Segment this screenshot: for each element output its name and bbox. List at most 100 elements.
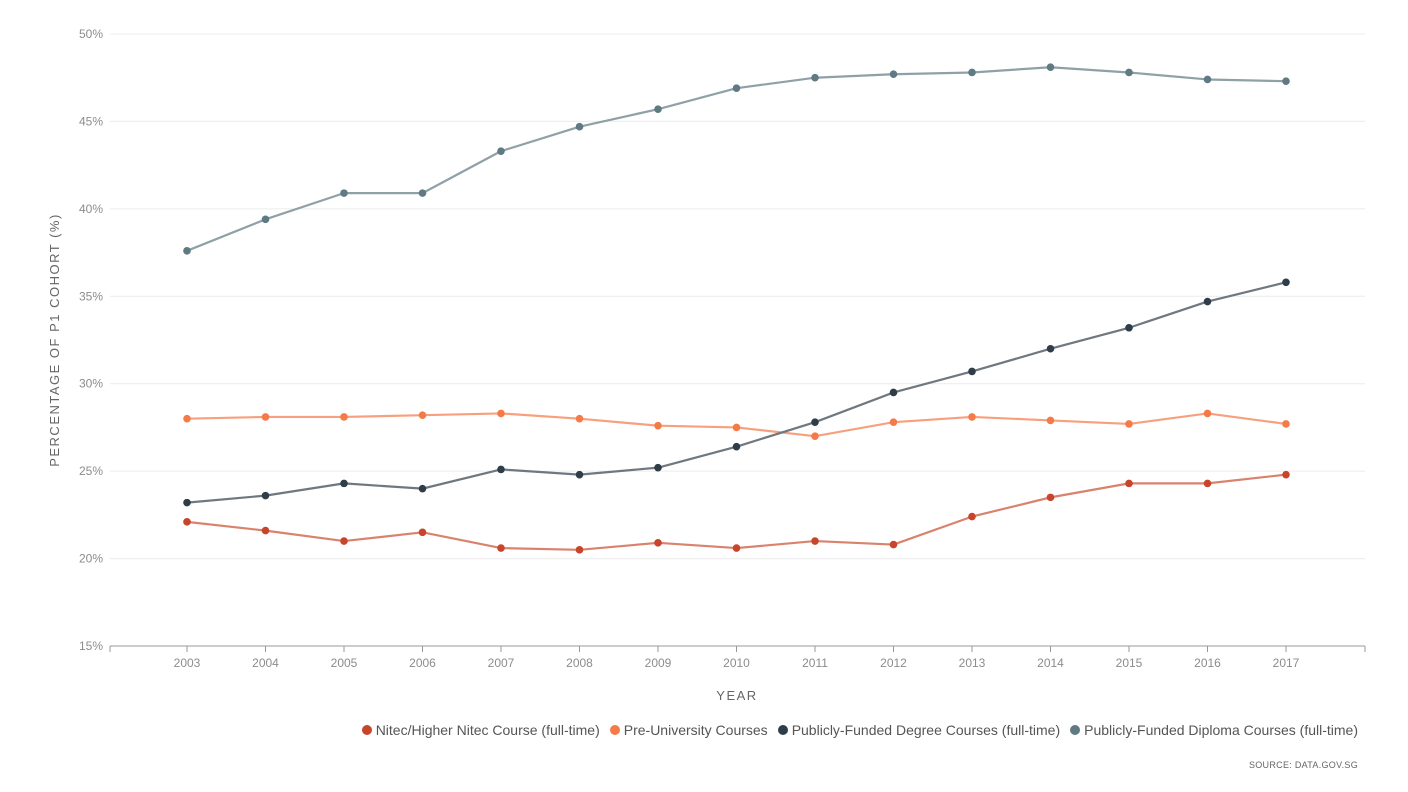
data-point[interactable] [1125, 420, 1133, 428]
data-point[interactable] [418, 528, 427, 537]
legend-item[interactable]: Nitec/Higher Nitec Course (full-time) [361, 722, 600, 738]
x-tick-label: 2009 [645, 656, 672, 670]
series-line [186, 66, 1287, 252]
legend: Nitec/Higher Nitec Course (full-time) Pre… [0, 722, 1358, 738]
data-point[interactable] [575, 470, 584, 479]
data-point[interactable] [732, 442, 741, 451]
data-point[interactable] [968, 68, 976, 77]
data-point[interactable] [183, 498, 191, 507]
legend-label: Publicly-Funded Diploma Courses (full-ti… [1084, 722, 1358, 738]
data-point[interactable] [811, 418, 819, 426]
data-point[interactable] [1046, 344, 1055, 353]
data-point[interactable] [418, 484, 427, 493]
data-point[interactable] [811, 432, 819, 440]
x-axis-title: YEAR [716, 688, 757, 703]
data-point[interactable] [575, 122, 584, 131]
data-point[interactable] [340, 413, 348, 421]
series-0 [183, 470, 1290, 554]
data-point[interactable] [654, 539, 662, 547]
x-tick-label: 2007 [488, 656, 515, 670]
legend-label: Pre-University Courses [623, 722, 768, 738]
data-point[interactable] [1046, 63, 1055, 72]
data-point[interactable] [889, 70, 898, 79]
data-point[interactable] [889, 418, 898, 426]
data-point[interactable] [1125, 479, 1133, 488]
data-point[interactable] [261, 526, 270, 535]
data-point[interactable] [1125, 323, 1133, 332]
x-tick-label: 2008 [566, 656, 593, 670]
data-point[interactable] [1203, 75, 1212, 84]
data-point[interactable] [340, 189, 348, 197]
data-point[interactable] [811, 537, 819, 545]
x-tick-label: 2017 [1273, 656, 1300, 670]
series [183, 63, 1290, 554]
data-point[interactable] [497, 544, 505, 552]
data-point[interactable] [1125, 68, 1133, 77]
x-tick-label: 2003 [174, 656, 201, 670]
data-point[interactable] [889, 388, 898, 397]
data-point[interactable] [183, 414, 191, 423]
data-point[interactable] [261, 491, 270, 500]
legend-item[interactable]: Publicly-Funded Diploma Courses (full-ti… [1070, 722, 1358, 738]
data-point[interactable] [1282, 278, 1290, 287]
data-point[interactable] [811, 73, 819, 82]
data-point[interactable] [183, 518, 191, 526]
x-tick-label: 2010 [723, 656, 750, 670]
data-point[interactable] [575, 414, 584, 423]
data-point[interactable] [968, 512, 976, 521]
data-point[interactable] [654, 421, 662, 430]
data-point[interactable] [1046, 416, 1055, 425]
y-tick-label: 40% [79, 202, 103, 216]
data-point[interactable] [1203, 479, 1212, 488]
data-point[interactable] [968, 367, 976, 376]
legend-item[interactable]: Publicly-Funded Degree Courses (full-tim… [777, 722, 1061, 738]
x-tick-label: 2005 [331, 656, 358, 670]
grid [110, 33, 1365, 560]
series-line [186, 473, 1287, 551]
legend-marker-icon [1070, 725, 1081, 735]
data-point[interactable] [261, 215, 270, 224]
y-tick-label: 20% [79, 552, 103, 566]
data-point[interactable] [497, 147, 505, 155]
y-tick-label: 25% [79, 464, 103, 478]
legend-label: Publicly-Funded Degree Courses (full-tim… [791, 722, 1061, 738]
series-2 [183, 278, 1290, 507]
x-tick-label: 2014 [1037, 656, 1064, 670]
data-point[interactable] [889, 540, 898, 549]
series-1 [183, 409, 1290, 440]
data-point[interactable] [732, 423, 741, 432]
data-point[interactable] [968, 413, 976, 421]
data-point[interactable] [1203, 297, 1212, 306]
legend-item[interactable]: Pre-University Courses [609, 722, 768, 738]
data-point[interactable] [1282, 77, 1290, 86]
x-tick-label: 2013 [959, 656, 986, 670]
data-point[interactable] [654, 463, 662, 472]
legend-marker-icon [609, 725, 620, 735]
data-point[interactable] [418, 411, 427, 419]
y-tick-label: 45% [79, 114, 103, 128]
data-point[interactable] [183, 247, 191, 255]
data-point[interactable] [1046, 493, 1055, 502]
y-tick-label: 30% [79, 377, 103, 391]
x-tick-label: 2012 [880, 656, 907, 670]
data-point[interactable] [418, 189, 427, 197]
data-point[interactable] [497, 409, 505, 418]
data-point[interactable] [261, 413, 270, 421]
x-tick-label: 2006 [409, 656, 436, 670]
data-point[interactable] [1282, 420, 1290, 428]
data-point[interactable] [575, 546, 584, 554]
data-point[interactable] [497, 465, 505, 474]
data-point[interactable] [340, 537, 348, 545]
y-tick-label: 35% [79, 289, 103, 303]
y-tick-label: 50% [79, 27, 103, 41]
data-point[interactable] [1282, 470, 1290, 479]
x-tick-label: 2004 [252, 656, 279, 670]
data-point[interactable] [654, 105, 662, 113]
data-point[interactable] [1203, 409, 1212, 418]
x-tick-label: 2015 [1116, 656, 1143, 670]
data-point[interactable] [732, 544, 741, 552]
x-tick-label: 2016 [1194, 656, 1221, 670]
data-point[interactable] [732, 84, 741, 93]
data-point[interactable] [340, 479, 348, 488]
